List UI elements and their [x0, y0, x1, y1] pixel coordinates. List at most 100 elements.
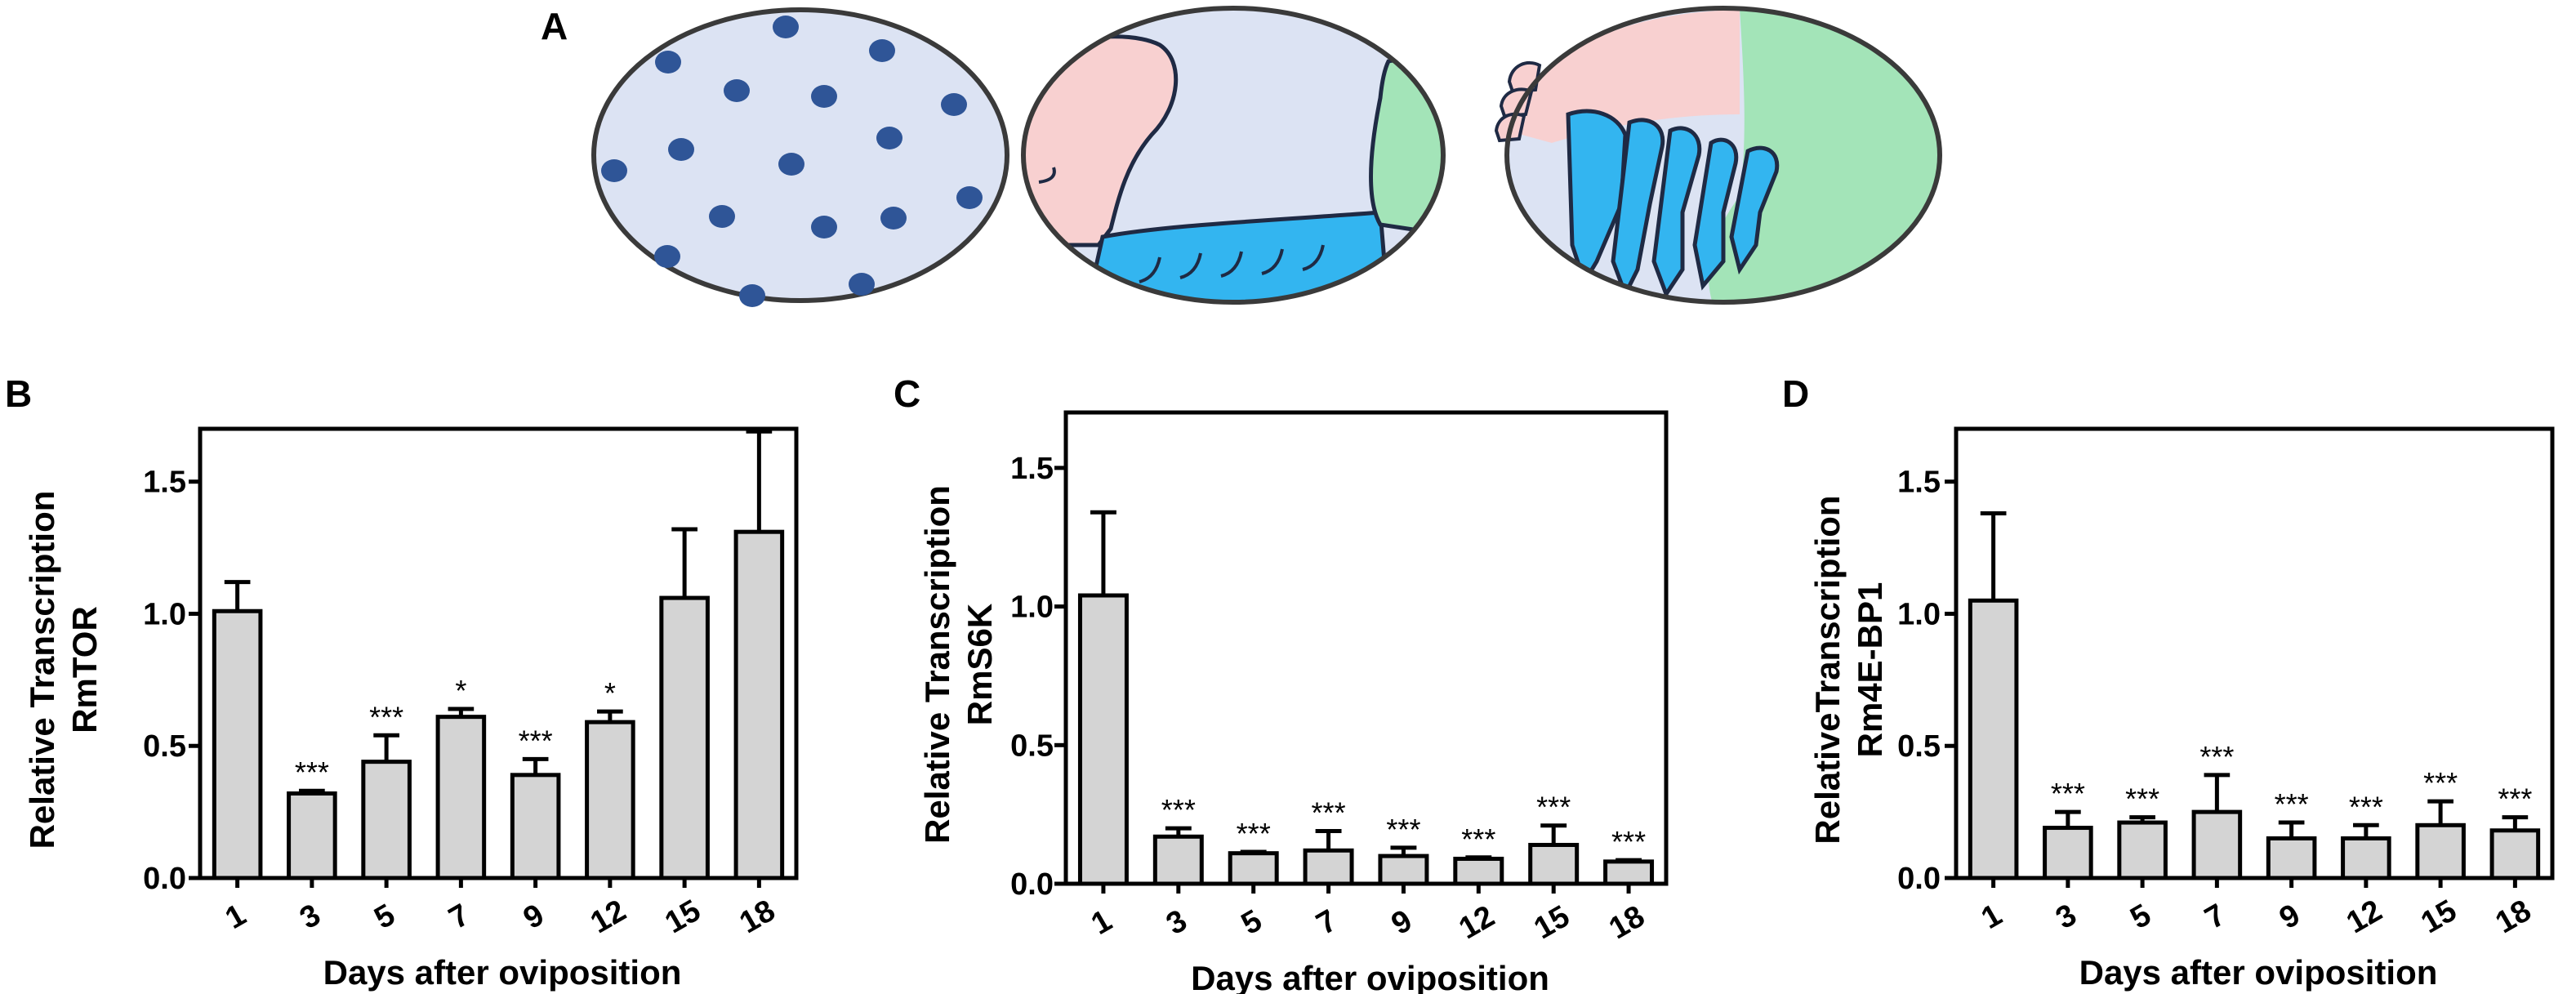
x-tick-label: 18 [734, 894, 782, 941]
nuclei [601, 16, 983, 307]
y-axis-title-b: RmTOR [65, 606, 104, 733]
x-tick-label: 5 [1236, 903, 1268, 942]
bar-c-day-7 [1303, 848, 1354, 886]
significance-label: *** [295, 756, 329, 789]
bar-b-day-3 [287, 791, 337, 880]
egg-with-nuclei-illustration [591, 7, 1009, 307]
chart-panel-b: 0.0 0.5 1.0 1.5 1 *** 3 *** 5 * 7 *** 9 * 12 15 18 Days a… [23, 426, 799, 992]
x-tick-label: 18 [1603, 899, 1651, 947]
x-tick-label: 1 [220, 898, 252, 936]
egg-3-outline [1504, 6, 1942, 305]
x-tick-label: 3 [2050, 898, 2082, 936]
chart-panel-d: 0.0 0.5 1.0 1.5 1 *** 3 *** 5 *** 7 *** 9 *** 12 *** 15 *… [1808, 426, 2555, 992]
significance-label: *** [369, 700, 403, 733]
y-tick-label: 1.5 [1897, 466, 1941, 500]
y-tick-label: 1.5 [143, 466, 186, 500]
x-tick-label: 5 [2124, 898, 2156, 936]
plot-frame-d [1954, 426, 2555, 880]
x-tick-label: 15 [1528, 899, 1575, 947]
significance-label: * [604, 676, 616, 710]
panel-letter-d: D [1782, 372, 1809, 415]
bar-c-day-12 [1453, 856, 1504, 886]
bar-c-day-18 [1603, 859, 1655, 886]
significance-label: *** [1237, 817, 1271, 850]
significance-label: *** [2275, 787, 2309, 821]
egg-2-outline [1021, 6, 1446, 305]
significance-label: *** [2498, 782, 2532, 816]
x-tick-label: 18 [2490, 894, 2538, 941]
bar-c-day-9 [1378, 854, 1429, 886]
significance-label: *** [1312, 796, 1346, 830]
significance-label: *** [1611, 825, 1646, 858]
significance-label: *** [2423, 766, 2458, 800]
egg-outline [591, 7, 1009, 303]
bar-b-day-1 [212, 608, 263, 880]
bar-d-day-3 [2043, 826, 2093, 880]
x-tick-label: 7 [443, 898, 475, 936]
bar-b-day-7 [435, 715, 487, 880]
y-tick-label: 1.0 [143, 597, 186, 631]
segment-grooves [1038, 167, 1325, 283]
germ-band-embryo-illustration [1021, 6, 1446, 305]
bar-c-day-3 [1152, 834, 1204, 886]
bar-d-day-15 [2415, 822, 2466, 880]
significance-label: *** [2199, 740, 2234, 773]
y-tick-label: 1.0 [1010, 591, 1054, 625]
significance-label: *** [2125, 782, 2159, 816]
significance-label: * [455, 674, 466, 707]
y-axis-title-b: Relative Transcription [23, 491, 61, 849]
bar-b-day-15 [659, 595, 710, 880]
x-axis-title-b: Days after oviposition [323, 953, 682, 992]
x-axis-title-d: Days after oviposition [2079, 953, 2438, 992]
appendage-5 [1729, 145, 1780, 275]
significance-label: *** [1161, 793, 1196, 827]
appendage-4 [1692, 137, 1739, 291]
x-tick-label: 7 [2199, 898, 2231, 936]
bar-d-day-5 [2117, 820, 2168, 880]
bar-c-day-15 [1528, 842, 1580, 886]
y-tick-label: 0.0 [1010, 867, 1054, 902]
appendage-3 [1651, 126, 1702, 299]
plot-frame-c [1063, 410, 1669, 886]
y-tick-label: 1.5 [1010, 452, 1054, 486]
y-axis-title-d: Rm4E-BP1 [1851, 582, 1889, 758]
bar-d-day-7 [2191, 809, 2243, 880]
x-tick-label: 15 [659, 894, 706, 941]
bar-d-day-1 [1968, 598, 2019, 880]
bar-b-day-18 [733, 529, 785, 880]
y-tick-label: 0.5 [143, 729, 186, 764]
bar-c-day-5 [1228, 851, 1279, 886]
chart-panel-c: 0.0 0.5 1.0 1.5 1 *** 3 *** 5 *** 7 *** 9 *** 12 *** 15 *… [918, 410, 1669, 994]
x-tick-label: 9 [1386, 903, 1418, 942]
x-tick-label: 7 [1311, 903, 1343, 942]
x-tick-label: 5 [368, 898, 400, 936]
y-axis-title-d: RelativeTranscription [1808, 495, 1847, 844]
x-tick-label: 3 [1161, 903, 1192, 942]
x-axis-title-c: Days after oviposition [1191, 959, 1549, 994]
panel-letter-a: A [541, 5, 568, 47]
significance-label: *** [1386, 813, 1420, 846]
bar-b-day-9 [510, 773, 561, 880]
y-axis-title-c: RmS6K [960, 604, 999, 725]
x-tick-label: 3 [294, 898, 326, 936]
panel-letter-c: C [894, 372, 920, 415]
x-tick-label: 12 [2341, 894, 2388, 941]
bar-d-day-12 [2341, 836, 2391, 880]
head-region-3 [1507, 10, 1740, 143]
x-tick-label: 12 [585, 894, 632, 941]
bar-b-day-5 [361, 760, 412, 880]
bar-c-day-1 [1077, 593, 1129, 886]
embryo-illustration [591, 6, 1942, 307]
x-tick-label: 9 [2274, 898, 2306, 936]
appendage-1 [1566, 109, 1628, 287]
x-tick-label: 9 [518, 898, 550, 936]
bar-d-day-18 [2489, 828, 2541, 880]
significance-label: *** [2051, 777, 2085, 810]
appendage-2 [1611, 118, 1665, 300]
y-axis-title-c: Relative Transcription [918, 485, 956, 844]
significance-label: *** [1536, 791, 1571, 824]
y-tick-label: 0.0 [1897, 862, 1941, 896]
significance-label: *** [1461, 822, 1495, 856]
y-tick-label: 0.5 [1897, 729, 1941, 764]
